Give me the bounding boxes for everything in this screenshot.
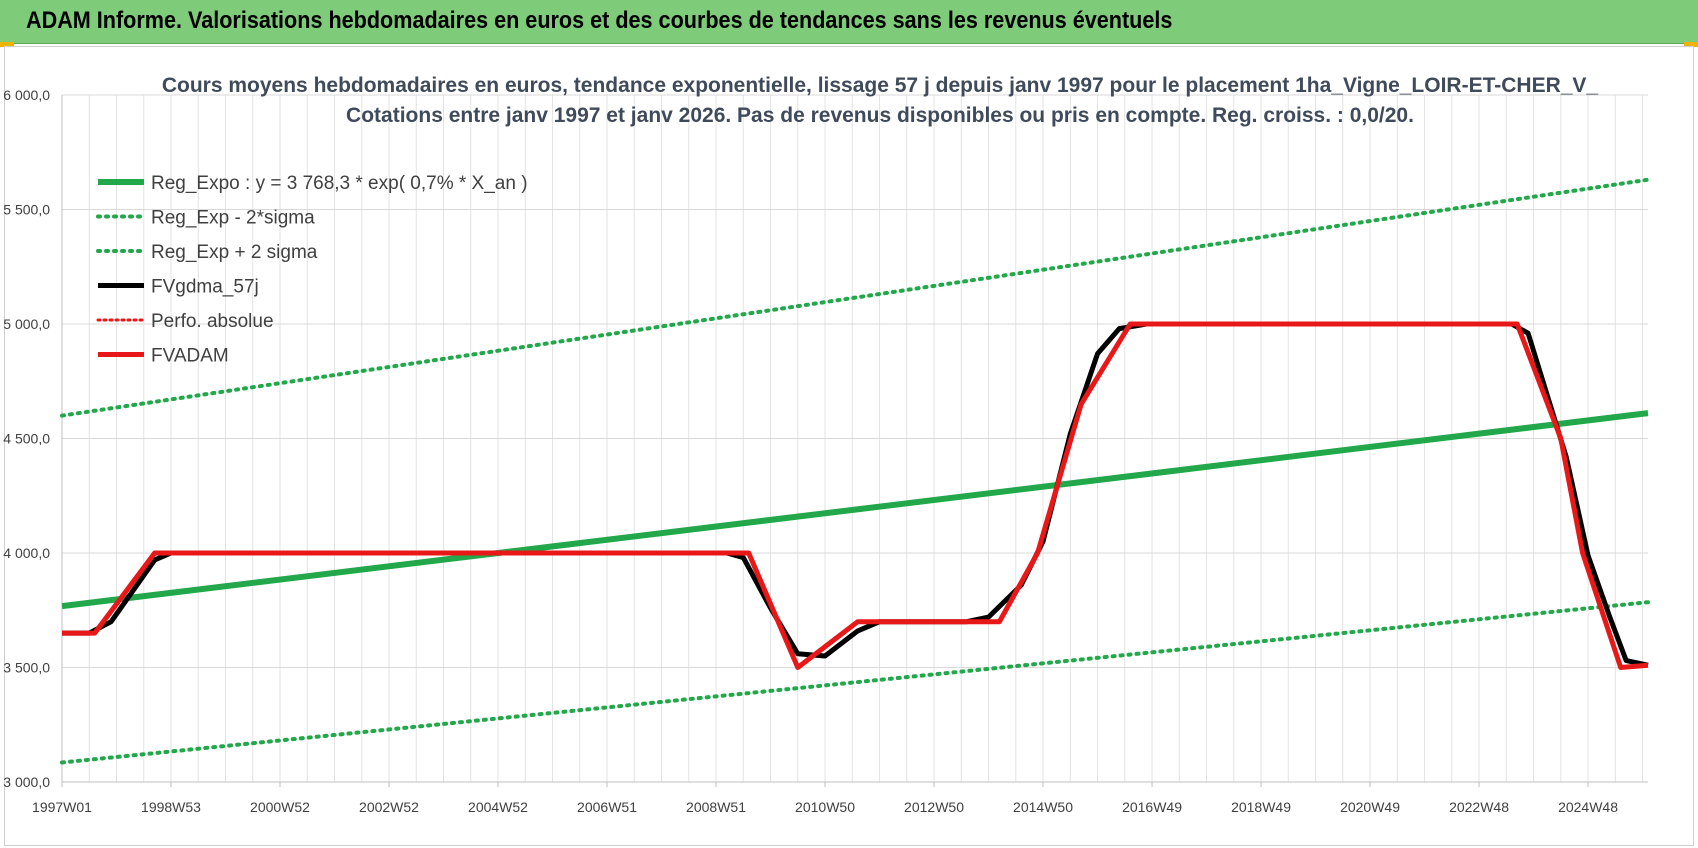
chart-title: Cours moyens hebdomadaires en euros, ten… (162, 74, 1599, 97)
legend-label-2: Reg_Exp + 2 sigma (151, 242, 318, 263)
x-tick-label: 2018W49 (1231, 799, 1291, 815)
x-tick-label: 2006W51 (577, 799, 637, 815)
axis-layer: 3 000,0 3 500,0 4 000,0 4 500,0 5 000,0 5 500… (3, 87, 1648, 815)
series-layer (60, 177, 1650, 765)
x-tick-label: 2002W52 (359, 799, 419, 815)
banner-title: ADAM Informe. Valorisations hebdomadaire… (26, 7, 1173, 34)
chart-area (4, 46, 1694, 846)
x-tick-label: 2020W49 (1340, 799, 1400, 815)
x-tick-label: 1998W53 (141, 799, 201, 815)
y-tick-label: 6 000,0 (3, 87, 50, 103)
chart-subtitle: Cotations entre janv 1997 et janv 2026. … (346, 104, 1414, 127)
y-tick-label: 5 500,0 (3, 202, 50, 218)
legend-label-3: FVgdma_57j (151, 277, 259, 298)
y-tick-label: 3 000,0 (3, 774, 50, 790)
legend-label-0: Reg_Expo : y = 3 768,3 * exp( 0,7% * X_a… (151, 173, 528, 194)
series-line-1 (60, 600, 1650, 765)
y-tick-label: 4 000,0 (3, 545, 50, 561)
grid-layer (61, 94, 1648, 783)
x-tick-label: 2004W52 (468, 799, 528, 815)
series-line-0 (61, 410, 1649, 610)
banner: ADAM Informe. Valorisations hebdomadaire… (0, 0, 1698, 44)
legend: Reg_Expo : y = 3 768,3 * exp( 0,7% * X_a… (96, 173, 528, 367)
x-tick-label: 1997W01 (32, 799, 92, 815)
x-tick-label: 2010W50 (795, 799, 855, 815)
x-tick-label: 2012W50 (904, 799, 964, 815)
x-tick-label: 2022W48 (1449, 799, 1509, 815)
corner-mark-left (0, 42, 14, 47)
series-line-5 (62, 321, 1649, 670)
x-tick-label: 2000W52 (250, 799, 310, 815)
corner-mark-right (1684, 42, 1698, 47)
x-tick-label: 2008W51 (686, 799, 746, 815)
legend-label-1: Reg_Exp - 2*sigma (151, 208, 315, 229)
legend-label-4: Perfo. absolue (151, 311, 274, 332)
x-tick-label: 2024W48 (1558, 799, 1618, 815)
y-tick-label: 5 000,0 (3, 316, 50, 332)
x-tick-label: 2016W49 (1122, 799, 1182, 815)
series-line-3 (62, 321, 1649, 668)
x-tick-label: 2014W50 (1013, 799, 1073, 815)
y-tick-label: 3 500,0 (3, 660, 50, 676)
series-line-2 (60, 177, 1650, 418)
y-tick-label: 4 500,0 (3, 431, 50, 447)
legend-label-5: FVADAM (151, 346, 229, 367)
